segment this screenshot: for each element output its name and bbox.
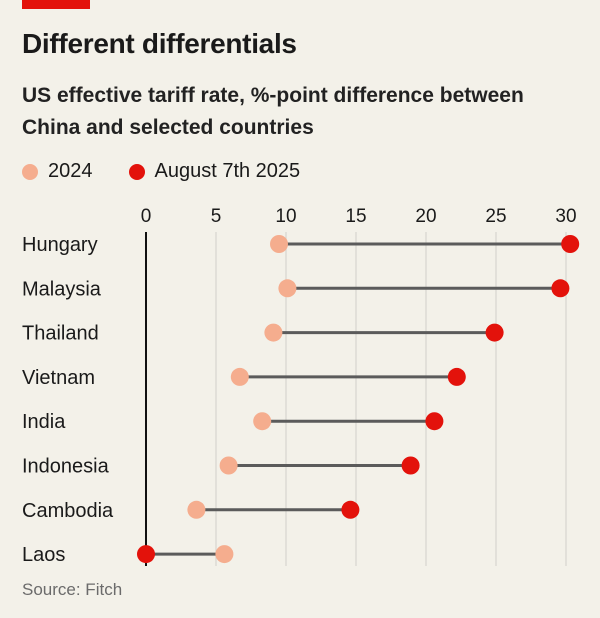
x-tick-label: 30 <box>555 206 576 227</box>
category-label: Laos <box>22 544 65 566</box>
legend-item-2025: August 7th 2025 <box>128 160 301 183</box>
x-tick-label: 0 <box>141 206 152 227</box>
dot-2025 <box>401 456 420 475</box>
x-tick-label: 10 <box>275 206 296 227</box>
dot-2024 <box>278 279 297 298</box>
category-label: Hungary <box>22 234 98 256</box>
legend: 2024 August 7th 2025 <box>22 160 336 183</box>
category-label: Thailand <box>22 323 99 345</box>
dot-2025 <box>447 367 466 386</box>
dot-2024 <box>270 235 288 253</box>
accent-bar <box>22 0 90 9</box>
dot-2024 <box>264 323 283 342</box>
x-tick-label: 20 <box>415 206 436 227</box>
category-label: India <box>22 411 66 433</box>
legend-dot-2024 <box>22 163 38 180</box>
category-label: Cambodia <box>22 500 114 522</box>
legend-label-2024: 2024 <box>48 160 93 182</box>
category-label: Vietnam <box>22 367 95 389</box>
dot-2025 <box>561 235 580 253</box>
category-label: Malaysia <box>22 278 102 300</box>
dot-2024 <box>187 500 206 519</box>
category-label: Indonesia <box>22 456 110 478</box>
dot-2025 <box>485 323 504 342</box>
dot-2024 <box>253 412 272 431</box>
dot-2025 <box>425 412 444 431</box>
dot-2025 <box>551 279 570 298</box>
x-tick-label: 25 <box>485 206 506 227</box>
source-note: Source: Fitch <box>22 580 123 599</box>
dot-2024 <box>230 367 249 386</box>
legend-item-2024: 2024 <box>22 160 93 183</box>
dot-2025 <box>137 545 155 564</box>
x-tick-label: 5 <box>211 206 222 227</box>
legend-dot-2025 <box>128 163 145 180</box>
chart-title: Different differentials <box>22 28 297 59</box>
dot-2024 <box>215 545 234 564</box>
chart-subtitle: US effective tariff rate, %-point differ… <box>22 84 524 139</box>
dot-2025 <box>341 500 360 519</box>
x-tick-label: 15 <box>345 206 366 227</box>
dot-2024 <box>219 456 238 475</box>
legend-label-2025: August 7th 2025 <box>154 160 301 182</box>
